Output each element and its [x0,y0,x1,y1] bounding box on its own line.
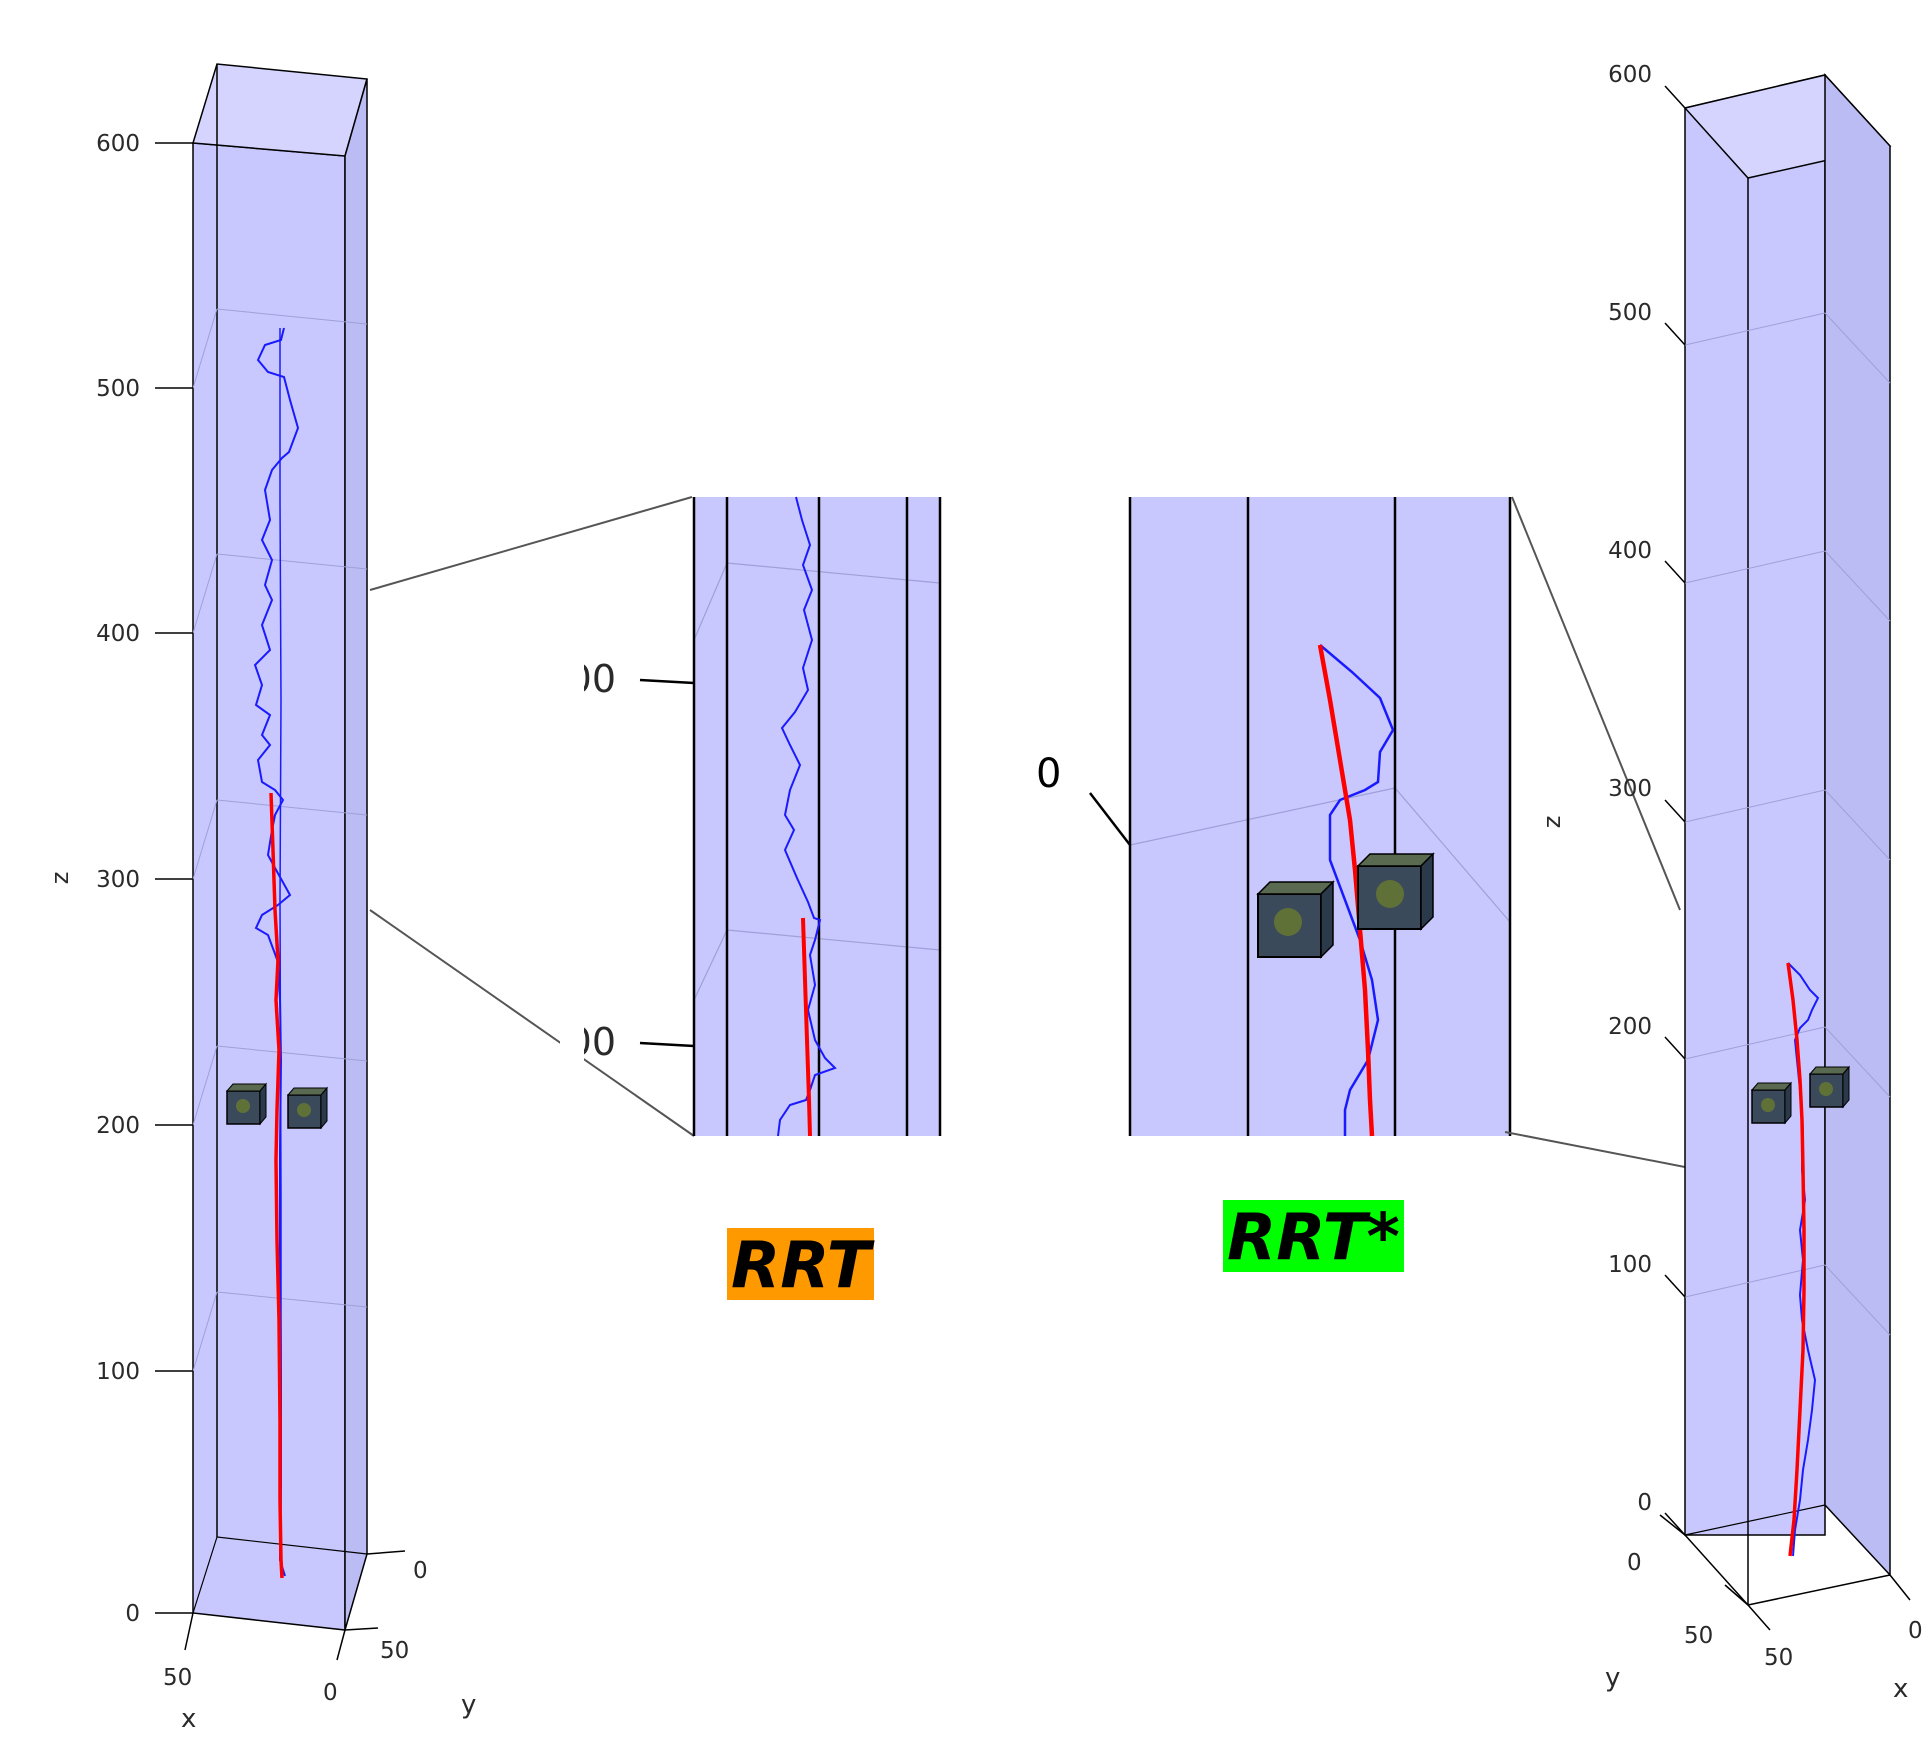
right-box-bottom-left-edge [1684,1534,1749,1606]
zoom-obstacle-2 [1356,852,1435,931]
left-box-side-face [344,78,368,1631]
right-z-tick-400: 400 [1608,538,1652,564]
left-zoom-connector-bottom [369,909,695,1137]
right-rrt-star-red-path [1786,962,1806,1557]
left-z-ticks [155,142,193,1614]
right-x-tick-0: 0 [1908,1618,1923,1644]
rrt-label: RRT [727,1228,875,1300]
left-z-tick-100: 100 [96,1359,140,1385]
left-box-bottom-back-edge [216,1536,368,1555]
left-zoom-connector-top [369,496,693,591]
right-grid [1684,312,1891,1336]
right-x-tick-50: 50 [1764,1645,1793,1671]
zoom-rrt-blue-path [777,496,837,1137]
left-y-tick-0: 0 [413,1558,428,1584]
zoom-obstacle-1 [1256,880,1335,959]
left-x-axis-label: x [181,1704,196,1734]
right-z-axis-label: z [1538,816,1566,829]
right-box-bottom-back-edge [1684,1504,1826,1536]
right-z-ticks [1664,85,1686,1536]
right-box-bottom-right-edge [1747,1574,1891,1606]
right-z-tick-500: 500 [1608,300,1652,326]
left-y-axis-label: y [461,1690,476,1720]
left-obstacle-1 [225,1082,268,1126]
right-y-tick-0: 0 [1627,1550,1642,1576]
right-z-tick-100: 100 [1608,1252,1652,1278]
left-box-front-face [192,142,346,1631]
left-plot: 600 500 400 300 200 100 0 z 50 0 0 50 x … [46,63,476,1734]
right-y-tick-50: 50 [1684,1623,1713,1649]
left-z-tick-500: 500 [96,376,140,402]
right-obstacle-1 [1750,1081,1793,1125]
rrt-star-label: RRT* [1223,1200,1404,1272]
left-box-top-face [192,63,368,157]
left-z-tick-300: 300 [96,867,140,893]
left-obstacle-2 [286,1086,329,1130]
zoom-rrt-red-path [801,917,812,1137]
left-z-tick-0: 0 [125,1601,140,1627]
zoom-panel-rrt-star: 0 [1036,497,1512,1137]
left-z-tick-400: 400 [96,621,140,647]
right-plot: 600 500 400 300 200 100 0 z 0 50 50 0 y … [1538,62,1923,1704]
zoom-panel-rrt: 00 00 [560,496,942,1137]
left-rrt-red-path [269,792,284,1579]
right-z-tick-300: 300 [1608,776,1652,802]
right-z-tick-200: 200 [1608,1014,1652,1040]
right-z-tick-600: 600 [1608,62,1652,88]
right-obstacle-2 [1808,1065,1851,1109]
left-x-tick-50: 50 [163,1665,192,1691]
right-zoom-connector-bottom [1504,1131,1691,1169]
left-grid [192,308,368,1372]
zoom-rrt-star-blue-path [1319,644,1395,1136]
right-xy-ticks [1659,1514,1911,1631]
left-rrt-blue-trunk [279,328,282,1576]
left-z-tick-600: 600 [96,131,140,157]
left-x-tick-0: 0 [323,1680,338,1706]
zoom-rrt-star-tick-label: 0 [1036,751,1061,797]
left-z-tick-200: 200 [96,1113,140,1139]
left-z-axis-label: z [46,872,74,885]
right-zoom-connector-top [1511,496,1681,911]
left-y-tick-50: 50 [380,1638,409,1664]
right-z-tick-0: 0 [1637,1490,1652,1516]
right-y-axis-label: y [1605,1663,1620,1693]
right-x-axis-label: x [1893,1674,1908,1704]
left-xy-ticks [184,1550,406,1661]
left-box-bottom-left-edge [192,1536,218,1614]
